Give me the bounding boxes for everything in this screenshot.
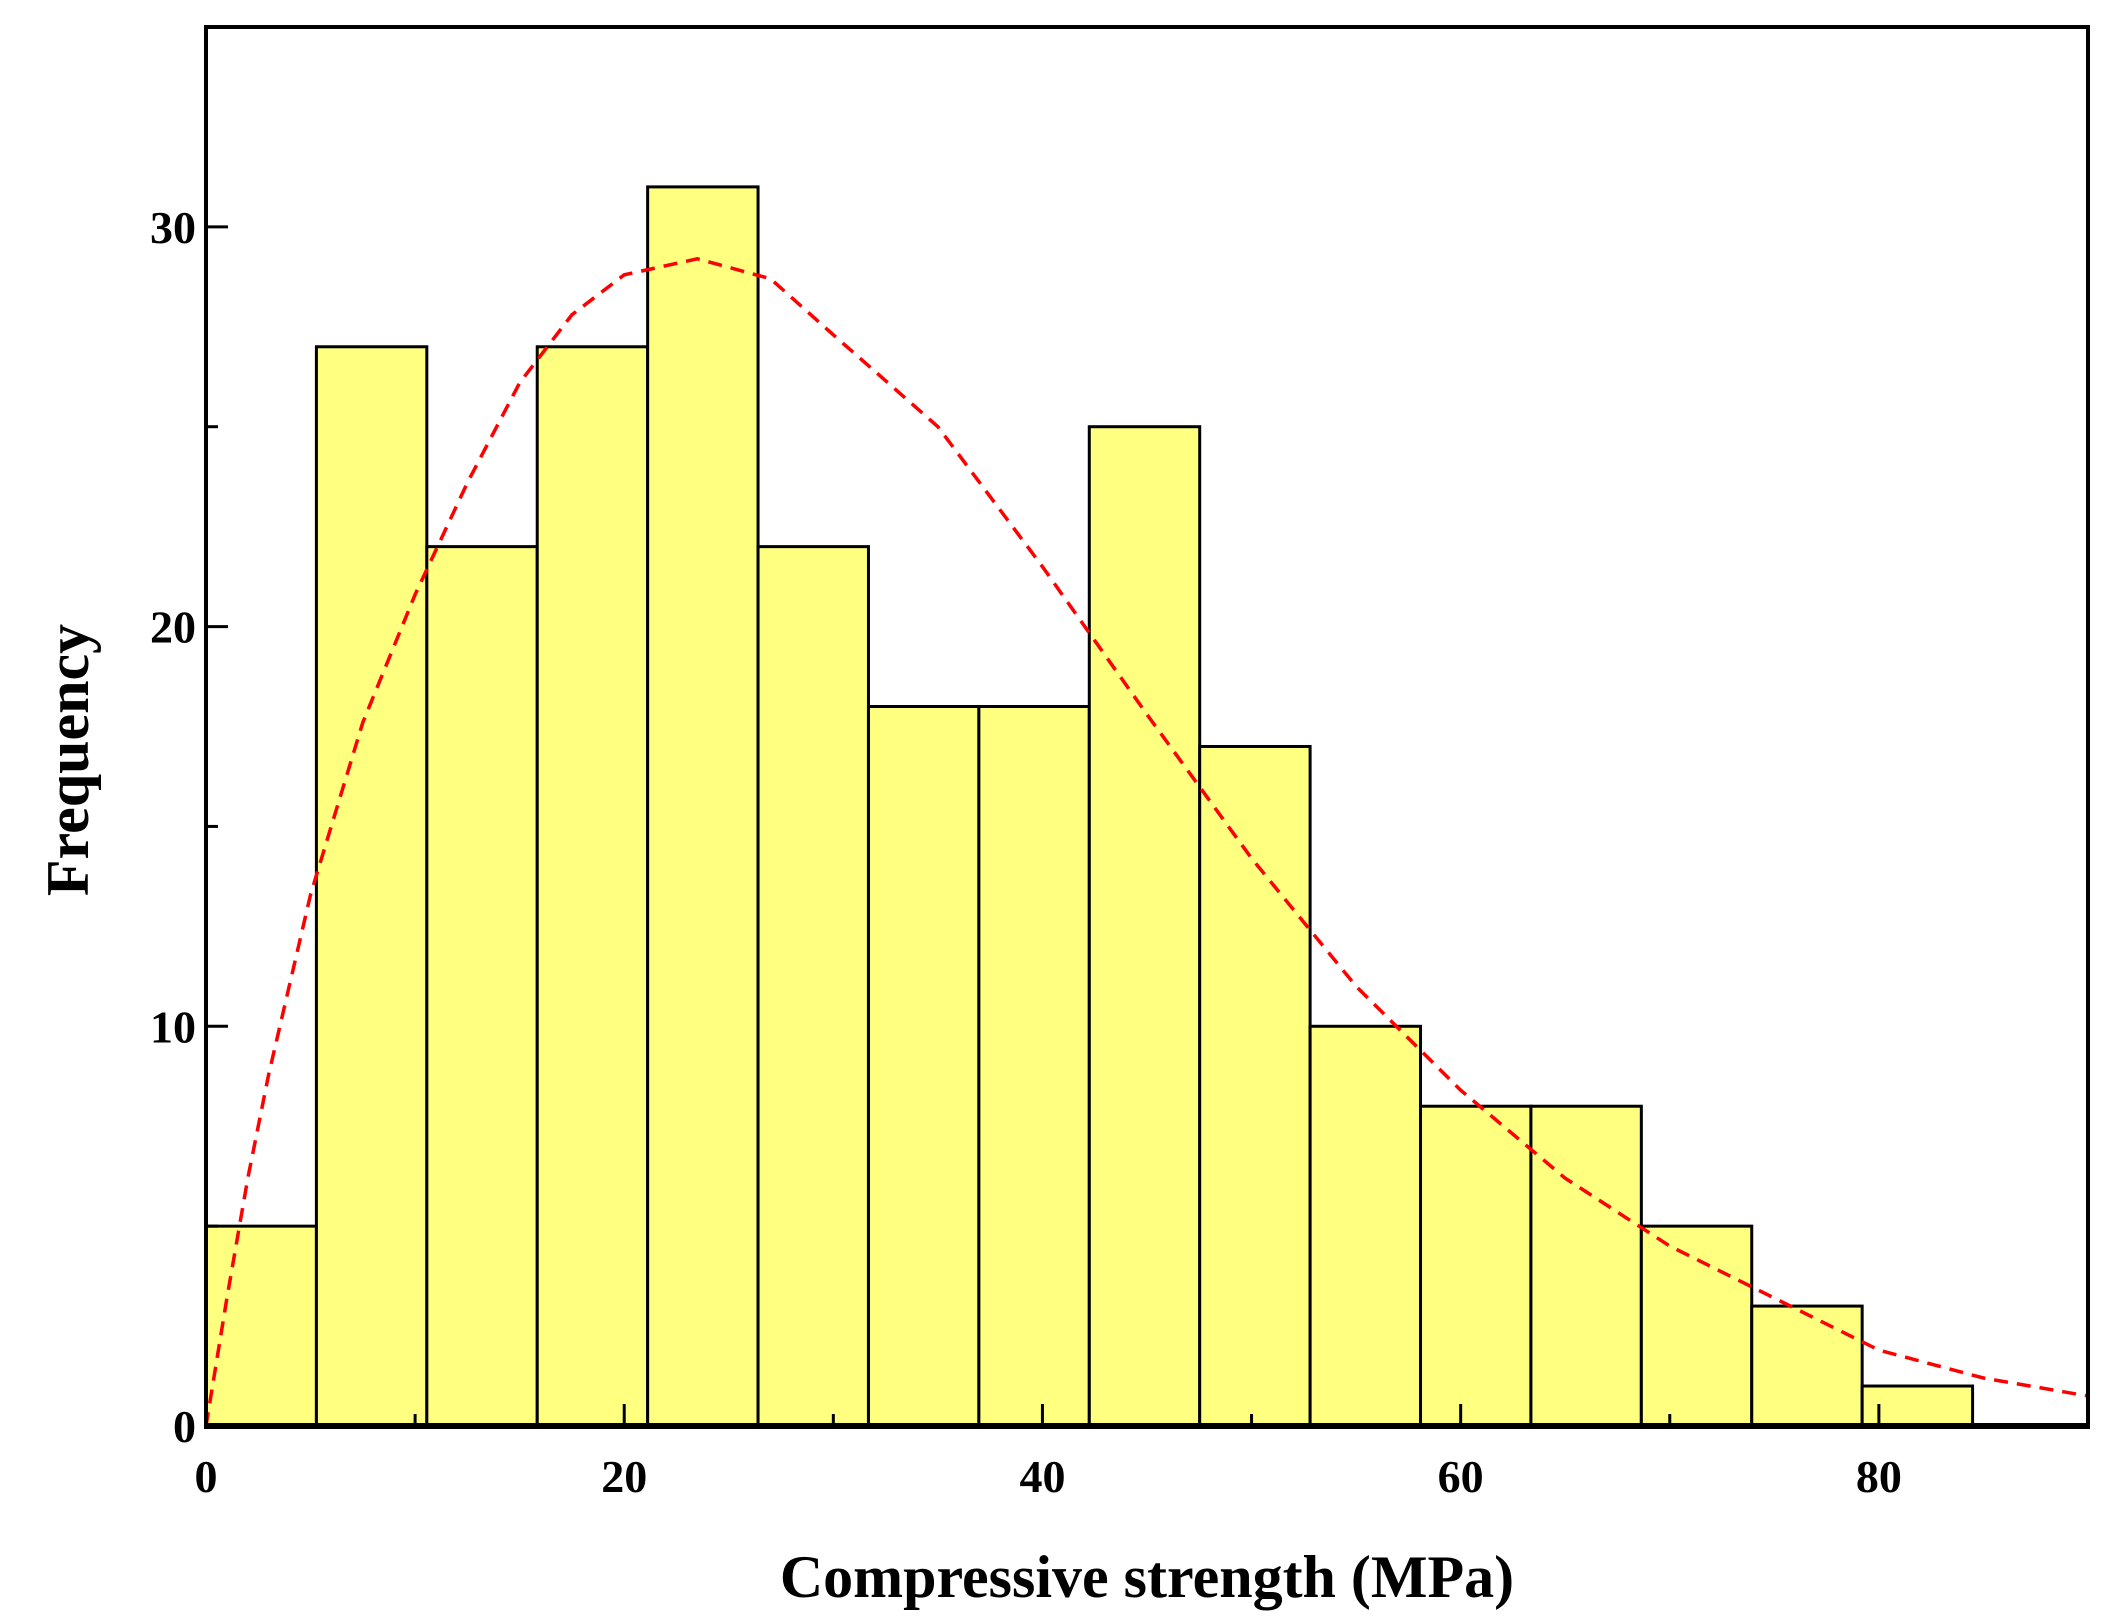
histogram-bar (977, 705, 1091, 1428)
x-tick-label: 0 (195, 1451, 218, 1502)
x-tick-label: 40 (1019, 1451, 1065, 1502)
y-tick-labels: 0 10 20 30 (150, 202, 196, 1452)
histogram-bar (535, 345, 650, 1428)
histogram-bar (646, 185, 760, 1428)
y-tick-label: 30 (150, 202, 196, 253)
x-tick-labels: 0 20 40 60 80 (195, 1451, 1902, 1502)
histogram-bar (425, 545, 539, 1428)
x-axis-title: Compressive strength (MPa) (780, 1544, 1514, 1610)
bars-group (204, 185, 1975, 1428)
y-tick-label: 10 (150, 1001, 196, 1052)
y-axis-title: Frequency (35, 624, 101, 896)
histogram-bar (1087, 425, 1202, 1428)
histogram-bar (866, 705, 981, 1428)
y-tick-label: 20 (150, 602, 196, 653)
histogram-bar (756, 545, 870, 1428)
x-tick-label: 20 (601, 1451, 647, 1502)
histogram-bar (1529, 1104, 1643, 1428)
histogram-bar (1750, 1304, 1864, 1428)
x-tick-label: 60 (1438, 1451, 1484, 1502)
histogram-bar (1639, 1224, 1754, 1428)
y-tick-label: 0 (173, 1401, 196, 1452)
x-tick-label: 80 (1856, 1451, 1902, 1502)
histogram-bar (1198, 744, 1312, 1428)
histogram-bar (204, 1224, 318, 1428)
histogram-bar (1419, 1104, 1533, 1428)
histogram-bar (1308, 1024, 1423, 1428)
histogram-bar (314, 345, 429, 1428)
